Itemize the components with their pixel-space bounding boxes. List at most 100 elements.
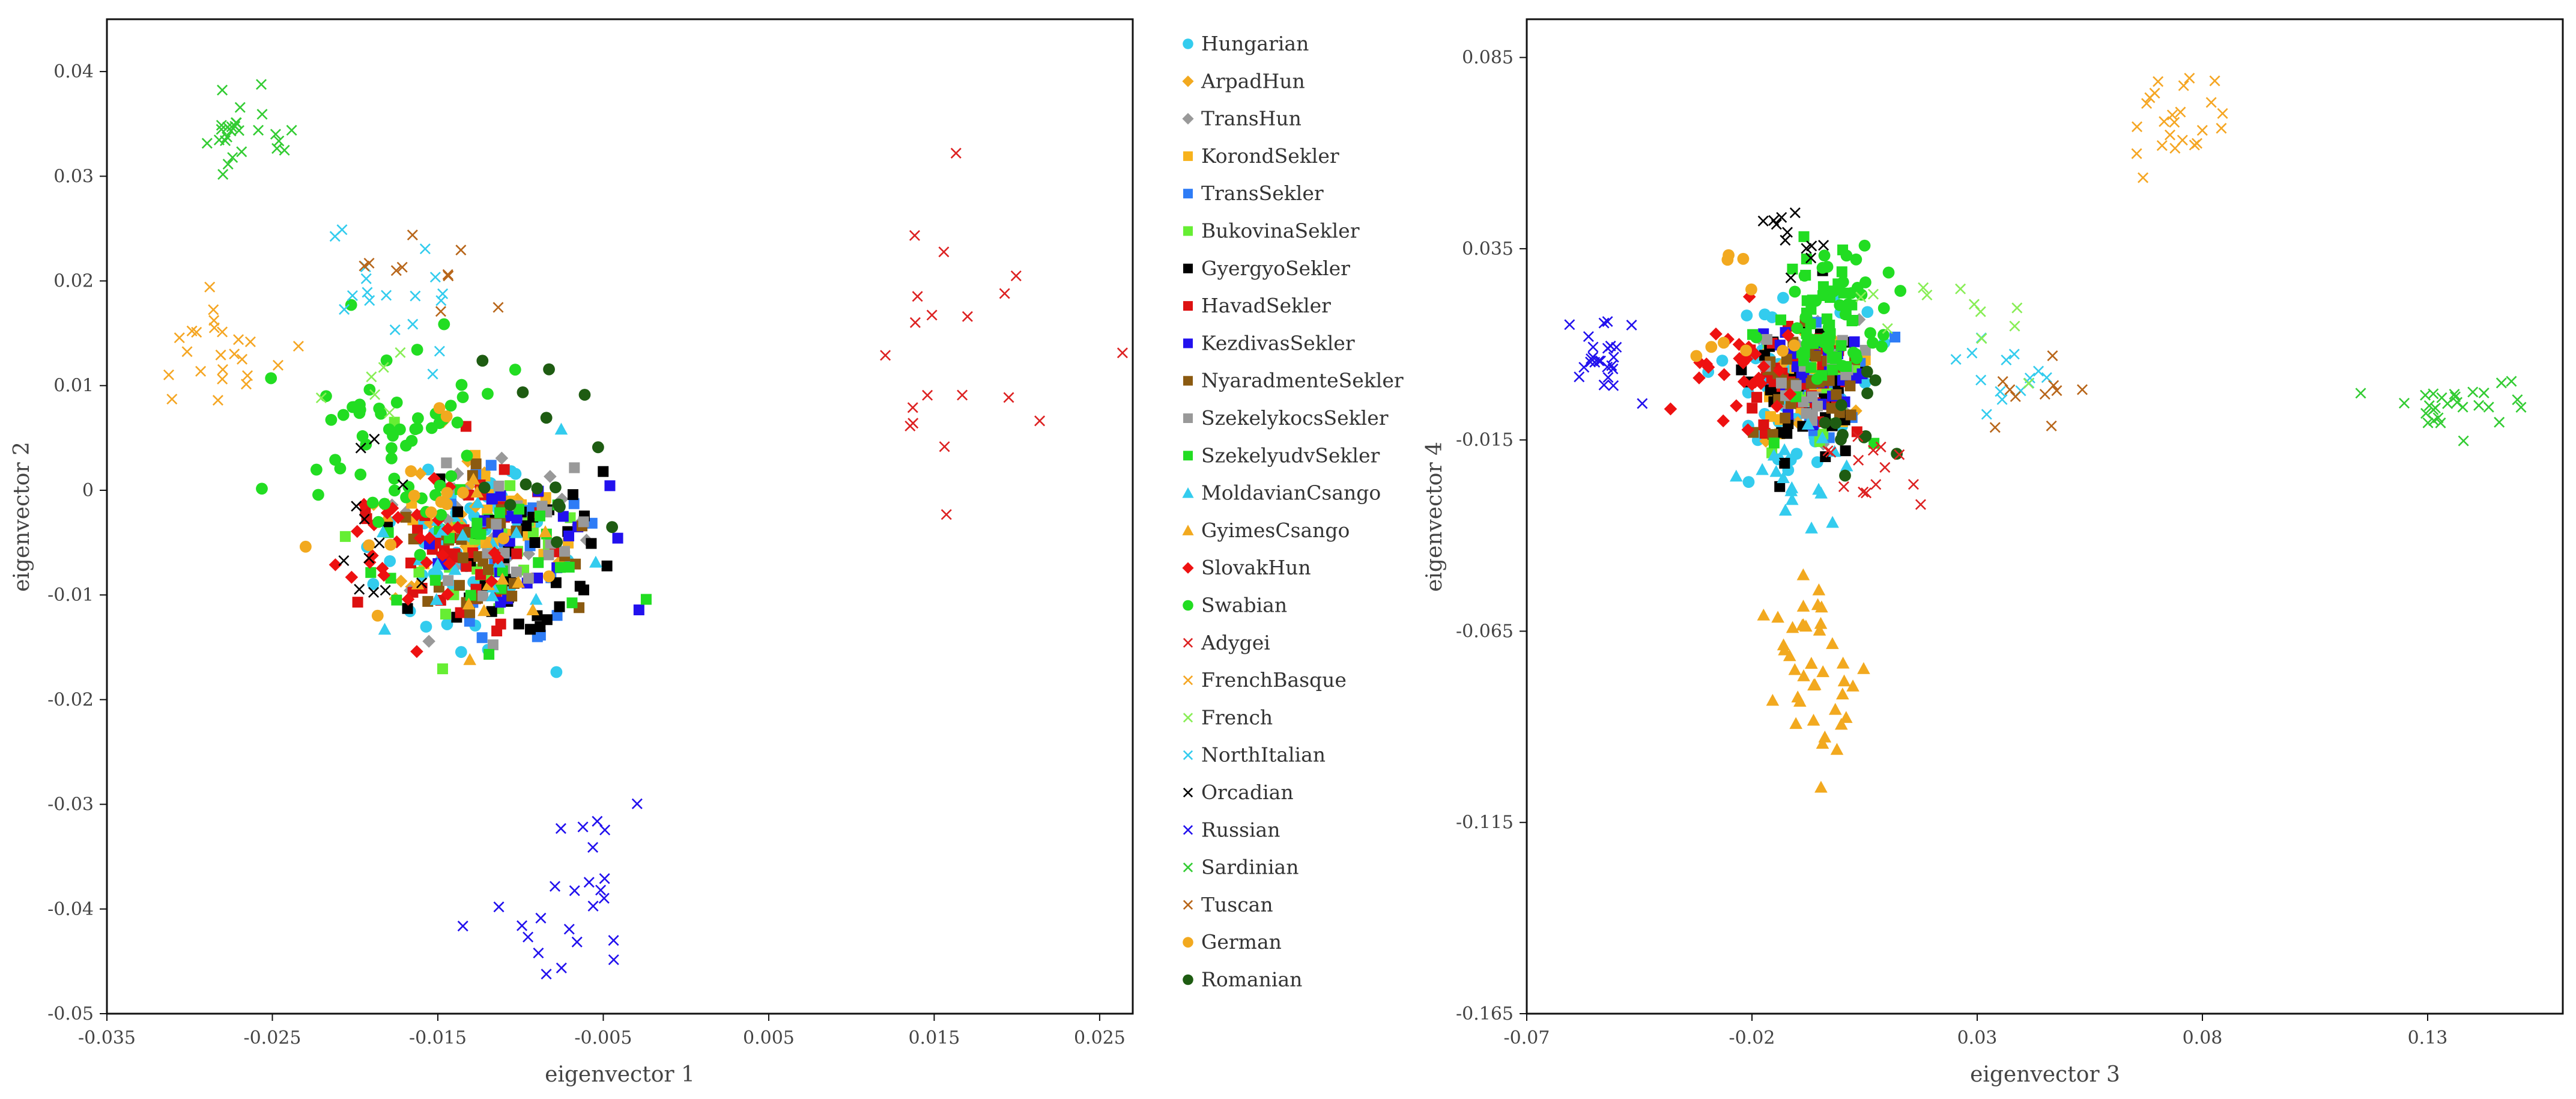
point-nyaradmente-sekler [1844, 380, 1856, 392]
point-french [378, 362, 389, 373]
point-gyimes-csango [411, 577, 425, 589]
point-moldavian-csango [1777, 471, 1790, 484]
point-german [1777, 344, 1789, 357]
point-french [2009, 320, 2020, 332]
point-north-italian [1981, 409, 1992, 420]
point-sardinian [256, 79, 267, 90]
point-russian [599, 873, 610, 884]
point-german [425, 506, 437, 519]
point-gyimes-csango [1783, 649, 1796, 662]
point-russian [1608, 352, 1619, 363]
legend-item-slovak-hun: SlovakHun [1182, 556, 1311, 579]
point-slovak-hun [1770, 400, 1784, 413]
point-gyimes-csango [1791, 690, 1805, 703]
point-szekelyudv-sekler [497, 565, 508, 577]
point-sardinian [217, 84, 228, 96]
point-swabian [1818, 249, 1831, 262]
legend-item-romanian: Romanian [1183, 968, 1302, 991]
point-sardinian [2458, 435, 2469, 446]
legend-marker-arpad-hun [1182, 75, 1194, 87]
point-adygei [1825, 446, 1837, 458]
point-north-italian [1996, 394, 2008, 405]
point-adygei [999, 288, 1010, 299]
point-sardinian [227, 152, 238, 163]
point-swabian [354, 468, 367, 481]
point-swabian [1864, 327, 1876, 339]
x-tick-label-left: -0.035 [78, 1027, 136, 1049]
legend-item-orcadian: Orcadian [1183, 781, 1294, 804]
point-swabian [385, 442, 398, 454]
point-french [1955, 283, 1966, 294]
legend-marker-romanian [1183, 974, 1193, 985]
legend-item-swabian: Swabian [1183, 594, 1287, 617]
point-romanian [1869, 374, 1882, 386]
point-tuscan [2076, 384, 2088, 395]
y-tick-label-left: 0.02 [53, 271, 94, 292]
legend-label: Tuscan [1201, 893, 1273, 916]
point-swabian [1798, 269, 1811, 282]
point-gyimes-csango [480, 536, 494, 549]
point-german [1740, 344, 1753, 357]
point-french-basque [208, 322, 220, 333]
point-romanian [1861, 365, 1873, 378]
point-szekelyudv-sekler [514, 504, 525, 515]
point-gyimes-csango [463, 653, 476, 665]
point-swabian [312, 489, 324, 501]
point-szekelykocs-sekler [559, 546, 570, 557]
point-gyergyo-sekler [578, 584, 590, 595]
point-gyergyo-sekler [402, 603, 413, 614]
point-romanian [1891, 448, 1903, 460]
point-orcadian [363, 552, 375, 564]
point-romanian [549, 481, 562, 494]
point-orcadian [1785, 272, 1796, 284]
point-romanian [578, 389, 591, 401]
point-french-basque [2138, 172, 2149, 183]
point-adygei [1915, 499, 1926, 510]
point-szekelyudv-sekler [391, 594, 402, 606]
legend-label: SlovakHun [1201, 556, 1311, 579]
point-szekelykocs-sekler [578, 516, 589, 528]
point-kezdivas-sekler [563, 530, 575, 541]
point-adygei [922, 389, 933, 401]
point-swabian [482, 388, 494, 400]
point-gyimes-csango [1828, 702, 1842, 715]
point-adygei [1853, 454, 1864, 466]
point-french [315, 392, 327, 404]
point-french-basque [2184, 73, 2195, 84]
point-slovak-hun [441, 588, 455, 601]
point-havad-sekler [461, 561, 472, 572]
legend-label: German [1201, 930, 1282, 954]
point-north-italian [1975, 374, 1987, 386]
point-french [1855, 291, 1867, 303]
point-adygei [1879, 461, 1891, 473]
point-french-basque [217, 373, 228, 385]
point-moldavian-csango [471, 496, 485, 508]
point-north-italian [1966, 347, 1978, 359]
point-swabian [383, 423, 395, 436]
point-orcadian [397, 479, 408, 490]
point-moldavian-csango [431, 558, 444, 570]
point-gyimes-csango [1805, 657, 1818, 669]
point-moldavian-csango [456, 528, 470, 541]
point-gyimes-csango [1857, 662, 1870, 674]
legend-item-north-italian: NorthItalian [1183, 743, 1326, 767]
point-sardinian [2512, 394, 2523, 406]
point-trans-hun [522, 547, 536, 561]
point-sardinian [216, 124, 227, 135]
point-romanian [517, 386, 529, 398]
point-nyaradmente-sekler [464, 607, 476, 618]
point-szekelyudv-sekler [471, 517, 483, 529]
point-szekelykocs-sekler [543, 549, 554, 561]
point-moldavian-csango [429, 593, 443, 605]
point-swabian [1820, 332, 1833, 344]
point-russian [1574, 371, 1585, 383]
chart-left: -0.035 -0.025 -0.015 -0.005 0.005 0.015 0.025 0… [10, 18, 1134, 1087]
point-russian [493, 901, 505, 913]
legend-item-moldavian-csango: MoldavianCsango [1182, 481, 1381, 505]
point-gyimes-csango [1766, 693, 1780, 706]
point-romanian [1861, 387, 1873, 400]
point-swabian [1877, 302, 1890, 314]
point-romanian [1819, 416, 1831, 429]
point-tuscan [396, 261, 408, 273]
legend-item-russian: Russian [1183, 818, 1280, 841]
